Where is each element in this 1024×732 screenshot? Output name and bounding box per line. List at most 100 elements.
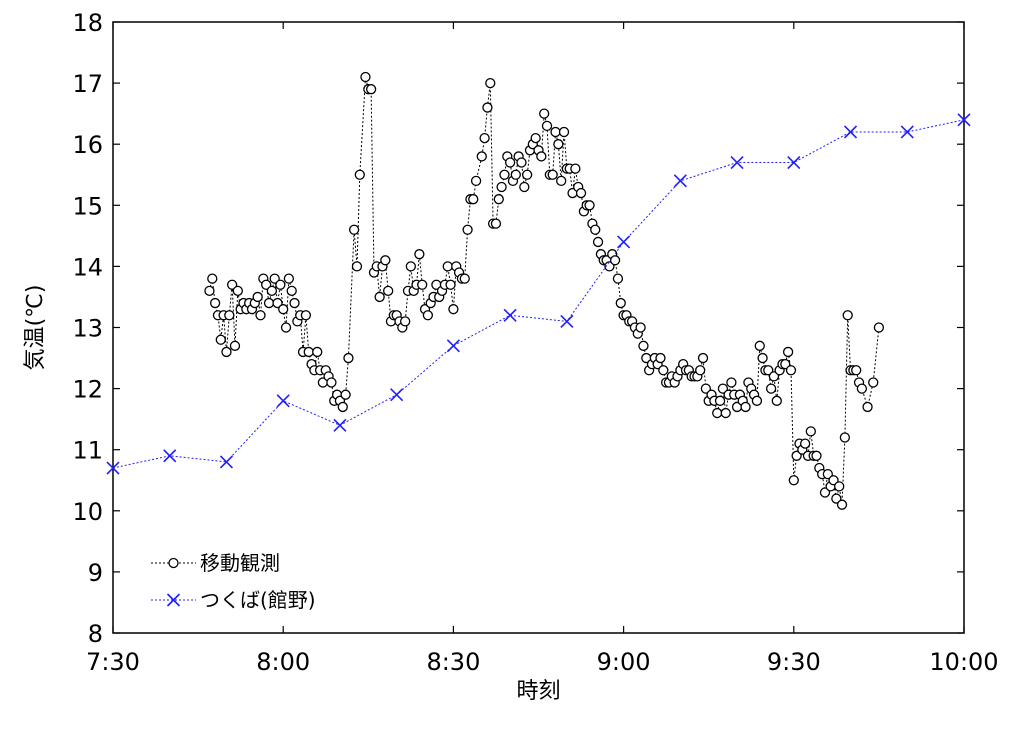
legend-label-mobile: 移動観測 [200,551,280,575]
data-point [337,401,348,413]
plot-frame [112,21,965,634]
data-point [252,291,263,303]
data-point [400,316,411,327]
data-point [229,340,241,351]
data-point [445,279,456,290]
legend-label-tsukuba: つくば(館野) [200,588,316,612]
data-point [575,187,587,199]
data-point [791,450,802,461]
data-point [592,236,604,248]
data-point [276,394,290,408]
data-point [485,77,496,89]
legend: 移動観測 つくば(館野) [151,551,316,612]
data-point [499,169,510,180]
data-point [560,314,574,328]
data-point [553,139,564,150]
data-point [414,249,425,260]
data-point [348,224,360,235]
data-point [448,304,459,315]
data-point [468,194,479,205]
data-point [851,365,862,376]
data-point [221,346,232,358]
data-point [604,261,615,272]
data-point [106,461,120,475]
data-point [503,308,517,322]
data-point [757,352,768,364]
data-point [780,359,791,370]
y-tick-label: 18 [72,9,103,37]
data-point [834,481,845,492]
data-point [822,468,833,480]
data-point [255,310,266,321]
data-point [496,181,507,193]
data-point [303,346,314,358]
data-point [219,455,234,469]
data-point [768,371,780,382]
data-point [510,169,521,180]
data-point [275,279,286,290]
data-point [530,132,541,144]
x-axis-label: 時刻 [516,679,560,704]
data-point [442,261,453,272]
data-point [828,475,839,486]
y-axis: 8 9 10 11 12 13 14 15 16 17 18 [72,9,964,648]
x-tick-label: 8:30 [426,648,480,676]
data-point [868,377,879,388]
data-point [751,395,763,406]
data-point [836,499,848,510]
data-point [787,155,801,170]
series-1 [106,113,971,475]
data-point [570,163,581,174]
data-point [862,401,873,413]
data-point [558,126,570,138]
data-point [380,255,391,266]
data-point [590,224,601,235]
data-point [856,383,868,394]
data-point [726,377,737,388]
data-point [263,297,275,309]
data-point [283,273,295,284]
y-tick-label: 15 [72,192,103,220]
data-point [638,340,649,351]
data-point [504,157,516,168]
x-tick-label: 9:00 [597,648,651,676]
data-point [383,285,394,296]
data-point [280,322,292,333]
data-point [740,401,751,413]
y-tick-label: 11 [72,437,103,465]
data-point [612,273,624,284]
data-point [655,352,666,364]
data-point [771,395,782,406]
plot-area [112,21,965,634]
data-point [272,297,283,309]
y-axis-label: 気温(℃) [23,285,48,371]
data-point [782,346,794,358]
data-point [459,273,470,284]
data-point [547,169,558,180]
data-point [374,291,385,303]
data-point [516,157,527,168]
data-point [873,322,885,333]
data-point [479,132,490,144]
data-point [405,261,417,272]
data-point [289,297,300,309]
x-axis: 7:30 8:00 8:30 9:00 9:30 10:00 [86,22,999,676]
data-point [712,407,723,419]
data-point [754,340,765,351]
data-point [462,224,473,235]
data-point [312,346,323,358]
y-tick-label: 17 [72,70,103,98]
data-point [785,365,797,376]
data-point [617,235,631,249]
data-point [215,334,226,345]
data-point [446,339,460,353]
data-point [519,181,530,193]
data-point [584,200,595,211]
data-point [365,84,377,95]
x-tick-label: 8:00 [256,648,310,676]
data-point [819,487,831,498]
data-point [720,407,731,419]
y-tick-label: 13 [72,315,103,343]
data-point [470,175,482,187]
